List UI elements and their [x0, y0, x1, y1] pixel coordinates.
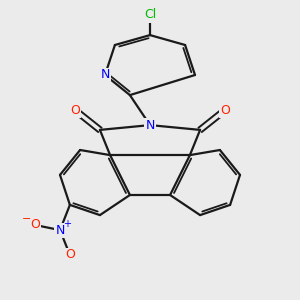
- Text: O: O: [30, 218, 40, 232]
- Text: −: −: [21, 214, 31, 224]
- Text: N: N: [100, 68, 110, 82]
- Text: Cl: Cl: [144, 8, 156, 22]
- Text: N: N: [55, 224, 65, 237]
- Text: O: O: [220, 103, 230, 117]
- Text: O: O: [70, 103, 80, 117]
- Text: O: O: [65, 248, 75, 262]
- Text: N: N: [145, 118, 155, 132]
- Text: +: +: [64, 219, 71, 229]
